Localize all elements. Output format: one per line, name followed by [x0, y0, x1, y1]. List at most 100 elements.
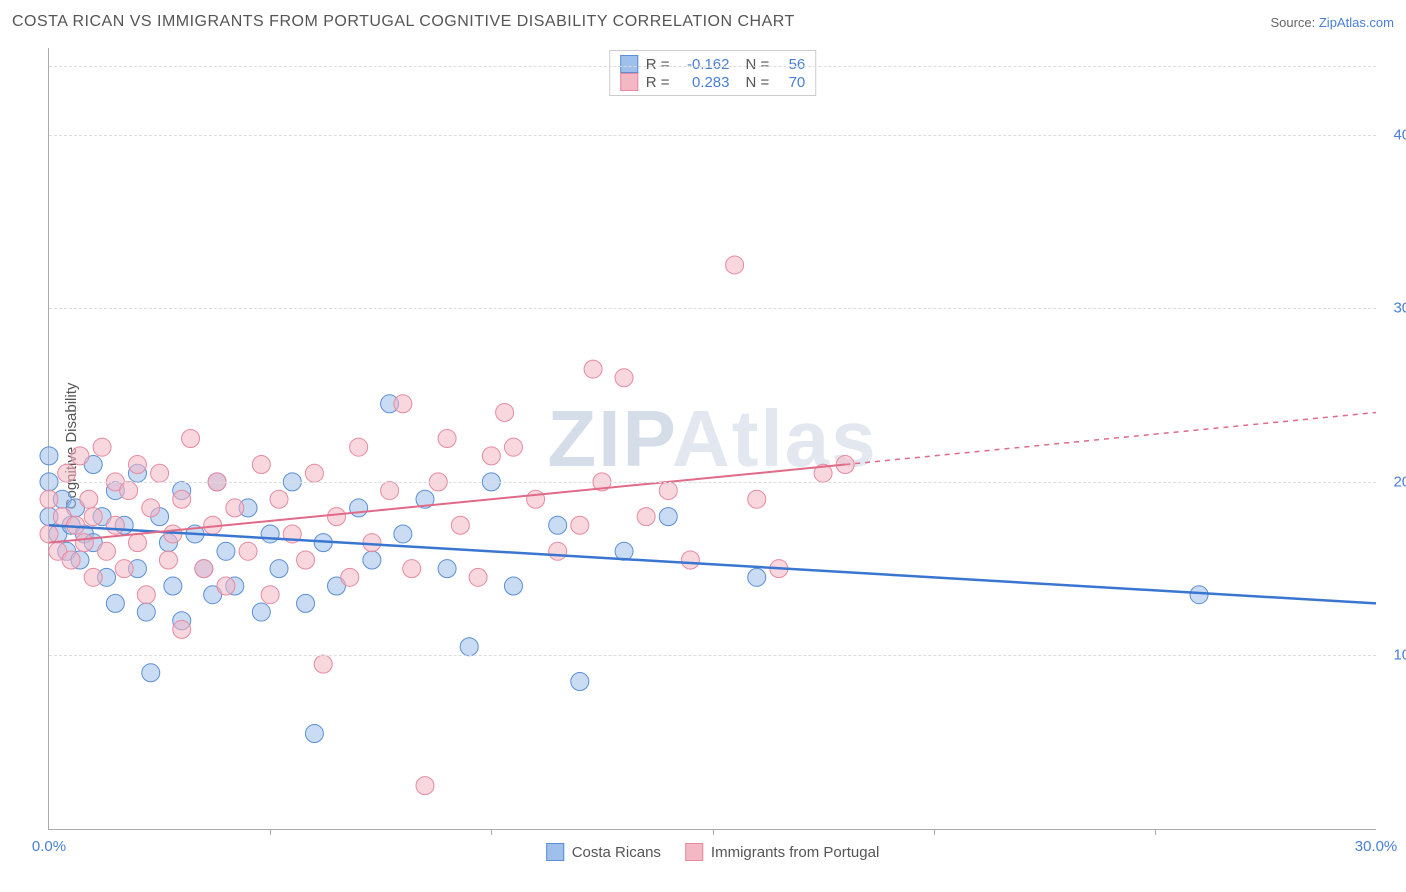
scatter-point-0: [460, 638, 478, 656]
source-prefix: Source:: [1270, 15, 1318, 30]
scatter-point-1: [80, 490, 98, 508]
gridline-h: [49, 66, 1376, 67]
scatter-point-1: [504, 438, 522, 456]
title-bar: COSTA RICAN VS IMMIGRANTS FROM PORTUGAL …: [12, 8, 1394, 36]
scatter-point-1: [159, 551, 177, 569]
scatter-point-1: [615, 369, 633, 387]
scatter-point-1: [93, 438, 111, 456]
scatter-point-1: [128, 456, 146, 474]
scatter-point-0: [394, 525, 412, 543]
scatter-point-1: [252, 456, 270, 474]
scatter-point-0: [748, 568, 766, 586]
scatter-point-0: [1190, 586, 1208, 604]
scatter-point-0: [261, 525, 279, 543]
scatter-point-1: [469, 568, 487, 586]
gridline-h: [49, 655, 1376, 656]
scatter-point-1: [381, 482, 399, 500]
gridline-h: [49, 135, 1376, 136]
gridline-h: [49, 308, 1376, 309]
scatter-point-1: [71, 447, 89, 465]
scatter-point-1: [748, 490, 766, 508]
scatter-point-1: [496, 403, 514, 421]
scatter-point-1: [584, 360, 602, 378]
y-tick-label: 20.0%: [1393, 473, 1406, 490]
plot-area: ZIPAtlas R = -0.162 N = 56 R = 0.283 N =…: [48, 48, 1376, 830]
scatter-point-0: [571, 672, 589, 690]
scatter-svg: [49, 48, 1376, 829]
source-attribution: Source: ZipAtlas.com: [1270, 15, 1394, 30]
x-tick-mark: [1155, 829, 1156, 835]
scatter-point-1: [726, 256, 744, 274]
x-tick-mark: [270, 829, 271, 835]
scatter-point-1: [571, 516, 589, 534]
scatter-point-1: [363, 534, 381, 552]
scatter-point-1: [482, 447, 500, 465]
scatter-point-1: [451, 516, 469, 534]
scatter-point-1: [261, 586, 279, 604]
source-link[interactable]: ZipAtlas.com: [1319, 15, 1394, 30]
scatter-point-0: [270, 560, 288, 578]
scatter-point-1: [62, 551, 80, 569]
chart-title: COSTA RICAN VS IMMIGRANTS FROM PORTUGAL …: [12, 13, 795, 31]
scatter-point-0: [659, 508, 677, 526]
x-tick-mark: [491, 829, 492, 835]
scatter-point-1: [106, 516, 124, 534]
legend-label-0: Costa Ricans: [572, 844, 661, 861]
scatter-point-1: [173, 620, 191, 638]
scatter-point-0: [549, 516, 567, 534]
scatter-point-1: [314, 655, 332, 673]
scatter-point-1: [151, 464, 169, 482]
scatter-point-1: [270, 490, 288, 508]
scatter-point-1: [40, 525, 58, 543]
scatter-point-0: [252, 603, 270, 621]
legend-item-0: Costa Ricans: [546, 843, 661, 861]
scatter-point-1: [297, 551, 315, 569]
scatter-point-1: [659, 482, 677, 500]
legend-bottom-swatch-0: [546, 843, 564, 861]
legend-item-1: Immigrants from Portugal: [685, 843, 879, 861]
scatter-point-0: [137, 603, 155, 621]
scatter-point-0: [350, 499, 368, 517]
trend-line-0: [49, 525, 1376, 603]
scatter-point-1: [341, 568, 359, 586]
scatter-point-0: [504, 577, 522, 595]
y-tick-label: 30.0%: [1393, 300, 1406, 317]
x-tick-mark: [713, 829, 714, 835]
trend-line-extrapolated-1: [845, 412, 1376, 464]
scatter-point-1: [40, 490, 58, 508]
scatter-point-1: [120, 482, 138, 500]
scatter-point-1: [394, 395, 412, 413]
scatter-point-1: [403, 560, 421, 578]
scatter-point-1: [173, 490, 191, 508]
legend-bottom-swatch-1: [685, 843, 703, 861]
scatter-point-0: [40, 447, 58, 465]
scatter-point-1: [681, 551, 699, 569]
scatter-point-1: [226, 499, 244, 517]
scatter-point-1: [128, 534, 146, 552]
scatter-point-1: [637, 508, 655, 526]
legend-series: Costa Ricans Immigrants from Portugal: [546, 843, 880, 861]
scatter-point-1: [75, 534, 93, 552]
scatter-point-1: [305, 464, 323, 482]
scatter-point-1: [416, 777, 434, 795]
scatter-point-0: [106, 594, 124, 612]
scatter-point-1: [549, 542, 567, 560]
x-tick-label: 30.0%: [1355, 838, 1398, 855]
legend-label-1: Immigrants from Portugal: [711, 844, 879, 861]
scatter-point-1: [84, 508, 102, 526]
scatter-point-1: [58, 464, 76, 482]
y-tick-label: 10.0%: [1393, 647, 1406, 664]
x-tick-label: 0.0%: [32, 838, 66, 855]
scatter-point-0: [363, 551, 381, 569]
scatter-point-1: [217, 577, 235, 595]
scatter-point-1: [115, 560, 133, 578]
scatter-point-1: [438, 430, 456, 448]
scatter-point-1: [527, 490, 545, 508]
scatter-point-1: [195, 560, 213, 578]
scatter-point-1: [84, 568, 102, 586]
y-tick-label: 40.0%: [1393, 126, 1406, 143]
x-tick-mark: [934, 829, 935, 835]
scatter-point-1: [182, 430, 200, 448]
scatter-point-0: [142, 664, 160, 682]
scatter-point-0: [297, 594, 315, 612]
